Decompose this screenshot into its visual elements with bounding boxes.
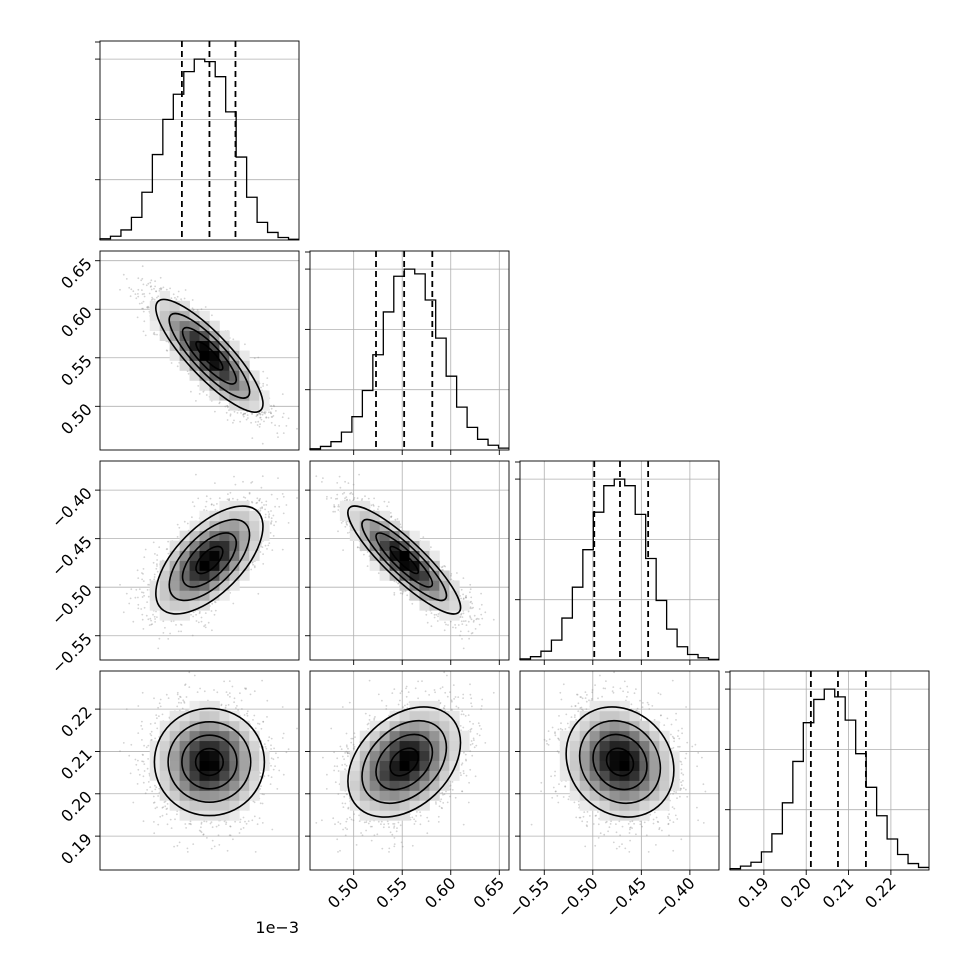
density-contour	[155, 298, 264, 413]
y-tick-label: 0.65	[57, 254, 96, 293]
scatter-panel-2-1: 0.50 0.55 0.60 0.65	[57, 250, 300, 451]
y-tick-label: 0.60	[57, 303, 96, 342]
density-contour	[168, 518, 251, 602]
scatter-panel-4-1: 0.19 0.200.21 0.22	[57, 670, 300, 871]
x-tick-label: −0.55	[505, 873, 553, 921]
density-contour	[578, 719, 662, 805]
density-contour	[168, 312, 251, 399]
histogram-step	[309, 268, 509, 450]
panels: 0.19 0.20 0.21 0.220.500.550.600.65−0.55−0.…	[48, 40, 930, 921]
scatter-panel-4-2: 0.50 0.55 0.60 0.65	[305, 670, 510, 912]
scatter-panel-3-2	[305, 460, 510, 665]
x-tick-label: 0.20	[776, 873, 815, 912]
histogram-step	[729, 688, 929, 870]
density-contour	[375, 733, 434, 791]
density-contour	[155, 505, 264, 615]
y-tick-label: −0.50	[48, 581, 96, 629]
density-contour	[347, 505, 462, 615]
y-tick-label: −0.45	[48, 532, 96, 580]
density-contour	[195, 545, 224, 575]
x-tick-label: 0.22	[861, 873, 900, 912]
y-tick-label: 0.55	[57, 351, 96, 390]
density-contour	[605, 747, 635, 777]
histogram-panel-3	[515, 460, 720, 665]
density-contour	[565, 706, 675, 818]
y-tick-label: −0.40	[48, 484, 96, 532]
histogram-step	[519, 478, 719, 660]
x-tick-label: −0.50	[554, 873, 602, 921]
x-tick-label: −0.40	[651, 873, 699, 921]
scatter-panel-4-3: −0.55 −0.50 −0.45 −0.40	[505, 670, 720, 921]
density-contour	[181, 326, 237, 385]
density-contour	[181, 734, 238, 790]
density-cells	[339, 500, 470, 621]
density-contour	[361, 518, 448, 602]
density-contour	[153, 707, 266, 817]
density-cells	[149, 700, 270, 821]
scatter-panel-3-1: −0.55−0.50−0.45−0.40	[48, 460, 300, 677]
density-contour	[347, 706, 462, 818]
density-contour	[167, 720, 252, 803]
x-tick-label: 0.60	[421, 873, 460, 912]
density-cells	[339, 700, 470, 821]
histogram-panel-2	[305, 250, 510, 455]
density-contour	[592, 733, 648, 791]
density-contour	[195, 340, 224, 371]
density-contour	[389, 747, 420, 777]
y-tick-label: 0.21	[57, 745, 96, 784]
x-tick-label: 0.65	[469, 873, 508, 912]
density-contour	[375, 532, 434, 588]
x-tick-label: 0.50	[324, 873, 363, 912]
density-contour	[361, 719, 448, 805]
x-tick-label: 0.55	[372, 873, 411, 912]
x-tick-label: 0.21	[819, 873, 858, 912]
x-tick-label: −0.45	[602, 873, 650, 921]
y-tick-label: 0.22	[57, 702, 96, 741]
x-offset-label: 1e−3	[255, 918, 299, 937]
histogram-step	[99, 58, 299, 240]
y-tick-label: 0.20	[57, 787, 96, 826]
density-contour	[181, 532, 237, 588]
y-tick-label: −0.55	[48, 629, 96, 677]
histogram-panel-1	[95, 40, 300, 241]
density-contour	[194, 747, 224, 777]
y-tick-label: 0.50	[57, 400, 96, 439]
density-contour	[389, 545, 420, 575]
x-tick-label: 0.19	[734, 873, 773, 912]
histogram-panel-4: 0.19 0.20 0.21 0.22	[725, 670, 930, 912]
y-tick-label: 0.19	[57, 830, 96, 869]
